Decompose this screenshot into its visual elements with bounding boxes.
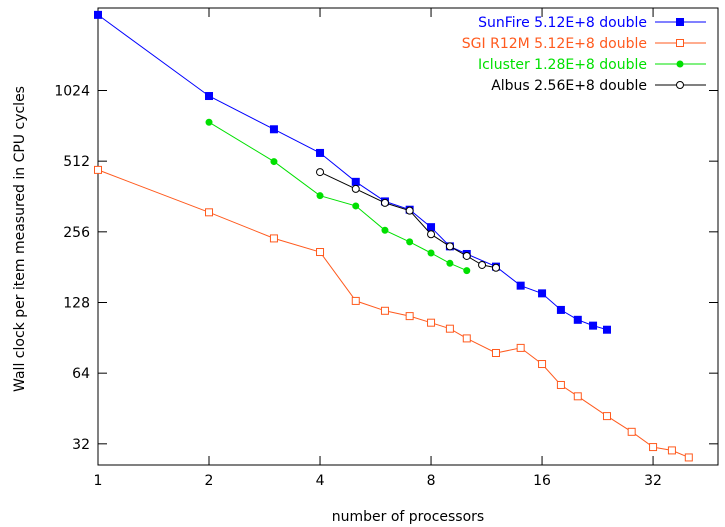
series-line: [208, 121, 467, 272]
data-point: [269, 234, 278, 243]
series-2: [94, 165, 693, 462]
data-point: [602, 325, 611, 334]
y-axis-ticks: 32 64 128 256 512 1024: [54, 83, 718, 453]
legend-marker: [676, 81, 684, 89]
y-tick-label: 256: [63, 225, 90, 241]
legend-marker: [676, 39, 684, 47]
data-point: [94, 10, 102, 19]
data-point: [573, 392, 582, 401]
data-point: [351, 184, 360, 193]
data-point: [556, 380, 565, 389]
legend-label: Albus 2.56E+8 double: [491, 78, 647, 94]
data-point: [352, 202, 360, 210]
legend-item-4: Albus 2.56E+8 double: [491, 78, 706, 94]
x-tick-label: 4: [316, 473, 325, 489]
data-point: [381, 226, 389, 234]
x-tick-label: 32: [644, 473, 662, 489]
x-axis-label: number of processors: [332, 509, 484, 525]
legend-marker: [676, 60, 684, 68]
legend-label: SGI R12M 5.12E+8 double: [462, 36, 647, 52]
data-point: [427, 318, 436, 327]
data-point: [573, 315, 582, 324]
x-tick-label: 1: [94, 473, 103, 489]
data-point: [684, 453, 693, 462]
y-axis-label: Wall clock per item measured in CPU cycl…: [12, 86, 28, 392]
y-tick-label: 32: [72, 437, 90, 453]
data-point: [462, 251, 471, 260]
legend-label: SunFire 5.12E+8 double: [478, 15, 647, 31]
series-4: [316, 168, 500, 272]
data-point: [351, 296, 360, 305]
data-point: [427, 230, 436, 239]
data-point: [649, 443, 658, 452]
data-point: [556, 305, 565, 314]
series-layer: [94, 10, 693, 462]
data-point: [446, 259, 454, 267]
data-point: [478, 260, 487, 269]
data-point: [516, 343, 525, 352]
data-point: [406, 238, 414, 246]
data-point: [445, 242, 454, 251]
y-tick-label: 64: [72, 366, 90, 382]
data-point: [491, 348, 500, 357]
legend-item-1: SunFire 5.12E+8 double: [478, 15, 706, 31]
data-point: [269, 125, 278, 134]
data-point: [205, 208, 214, 217]
data-point: [351, 177, 360, 186]
data-point: [589, 321, 598, 330]
data-point: [205, 92, 214, 101]
data-point: [94, 165, 102, 174]
y-tick-label: 1024: [54, 83, 90, 99]
series-3: [205, 118, 471, 275]
legend: SunFire 5.12E+8 double SGI R12M 5.12E+8 d…: [462, 15, 706, 94]
data-point: [205, 118, 213, 126]
data-point: [427, 223, 436, 232]
x-tick-label: 2: [205, 473, 214, 489]
data-point: [316, 148, 325, 157]
data-point: [270, 158, 278, 166]
data-point: [491, 263, 500, 272]
data-point: [516, 281, 525, 290]
series-line: [97, 169, 689, 458]
data-point: [627, 427, 636, 436]
data-point: [538, 289, 547, 298]
data-point: [405, 206, 414, 215]
legend-marker: [676, 18, 684, 26]
data-point: [316, 168, 325, 177]
data-point: [462, 334, 471, 343]
data-point: [380, 306, 389, 315]
data-point: [602, 412, 611, 421]
data-point: [538, 360, 547, 369]
data-point: [667, 446, 676, 455]
plot-border: [97, 7, 719, 466]
data-point: [427, 249, 435, 257]
y-tick-label: 128: [63, 295, 90, 311]
y-tick-label: 512: [63, 154, 90, 170]
legend-item-2: SGI R12M 5.12E+8 double: [462, 36, 706, 52]
legend-label: Icluster 1.28E+8 double: [478, 57, 647, 73]
x-tick-label: 16: [533, 473, 551, 489]
data-point: [316, 248, 325, 257]
x-tick-label: 8: [427, 473, 436, 489]
data-point: [316, 192, 324, 200]
data-point: [405, 312, 414, 321]
data-point: [380, 198, 389, 207]
plot-frame: [97, 7, 719, 466]
data-point: [463, 267, 471, 275]
x-axis-ticks: 1 2 4 8 16 32: [94, 8, 662, 489]
legend-item-3: Icluster 1.28E+8 double: [478, 57, 706, 73]
data-point: [445, 324, 454, 333]
